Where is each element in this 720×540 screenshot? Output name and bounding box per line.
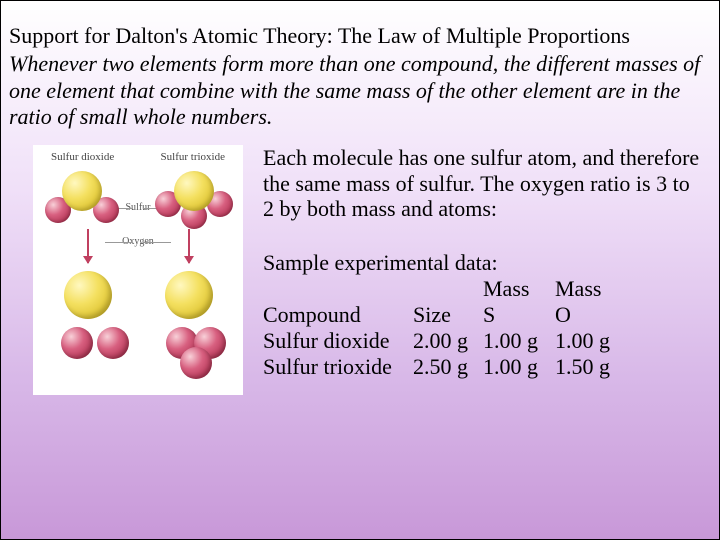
header-mass-s: S [483, 302, 555, 328]
explanation-text: Each molecule has one sulfur atom, and t… [263, 145, 703, 223]
molecule-diagram: Sulfur dioxide Sulfur trioxide Sulfur Ox… [33, 145, 243, 395]
cell-compound: Sulfur dioxide [263, 328, 413, 354]
cell-mass-s: 1.00 g [483, 328, 555, 354]
diagram-column: Sulfur dioxide Sulfur trioxide Sulfur Ox… [9, 145, 249, 395]
cell-mass-o: 1.50 g [555, 354, 627, 380]
table-row: Sulfur dioxide 2.00 g 1.00 g 1.00 g [263, 328, 627, 354]
header-compound: Compound [263, 302, 413, 328]
data-title: Sample experimental data: [263, 250, 703, 276]
oxygen-sphere-icon [61, 327, 93, 359]
oxygen-sphere-icon [97, 327, 129, 359]
label-so2: Sulfur dioxide [51, 151, 114, 163]
so2-molecule [47, 169, 117, 223]
cell-mass-s: 1.00 g [483, 354, 555, 380]
data-table: Mass Mass Compound Size S O Sulfur dioxi… [263, 276, 627, 380]
sulfur-sphere-icon [165, 271, 213, 319]
table-row: Sulfur trioxide 2.50 g 1.00 g 1.50 g [263, 354, 627, 380]
arrow-down-icon [188, 229, 190, 263]
cell-size: 2.50 g [413, 354, 483, 380]
oxygen-cluster [166, 327, 226, 377]
sulfur-atom-icon [174, 171, 214, 211]
cell-mass-o: 1.00 g [555, 328, 627, 354]
text-column: Each molecule has one sulfur atom, and t… [263, 145, 711, 395]
header-mass-o-top: Mass [555, 276, 627, 302]
cell-size: 2.00 g [413, 328, 483, 354]
sulfur-atom-icon [62, 171, 102, 211]
lower-region: Sulfur dioxide Sulfur trioxide Sulfur Ox… [9, 145, 711, 395]
heading: Support for Dalton's Atomic Theory: The … [9, 23, 711, 49]
definition-text: Whenever two elements form more than one… [9, 51, 711, 130]
header-mass-s-top: Mass [483, 276, 555, 302]
label-so3: Sulfur trioxide [161, 151, 225, 163]
arrow-down-icon [87, 229, 89, 263]
sulfur-sphere-icon [64, 271, 112, 319]
slide-content: Support for Dalton's Atomic Theory: The … [1, 1, 719, 403]
header-size: Size [413, 302, 483, 328]
so3-molecule [159, 169, 229, 223]
cell-compound: Sulfur trioxide [263, 354, 413, 380]
header-mass-o: O [555, 302, 627, 328]
